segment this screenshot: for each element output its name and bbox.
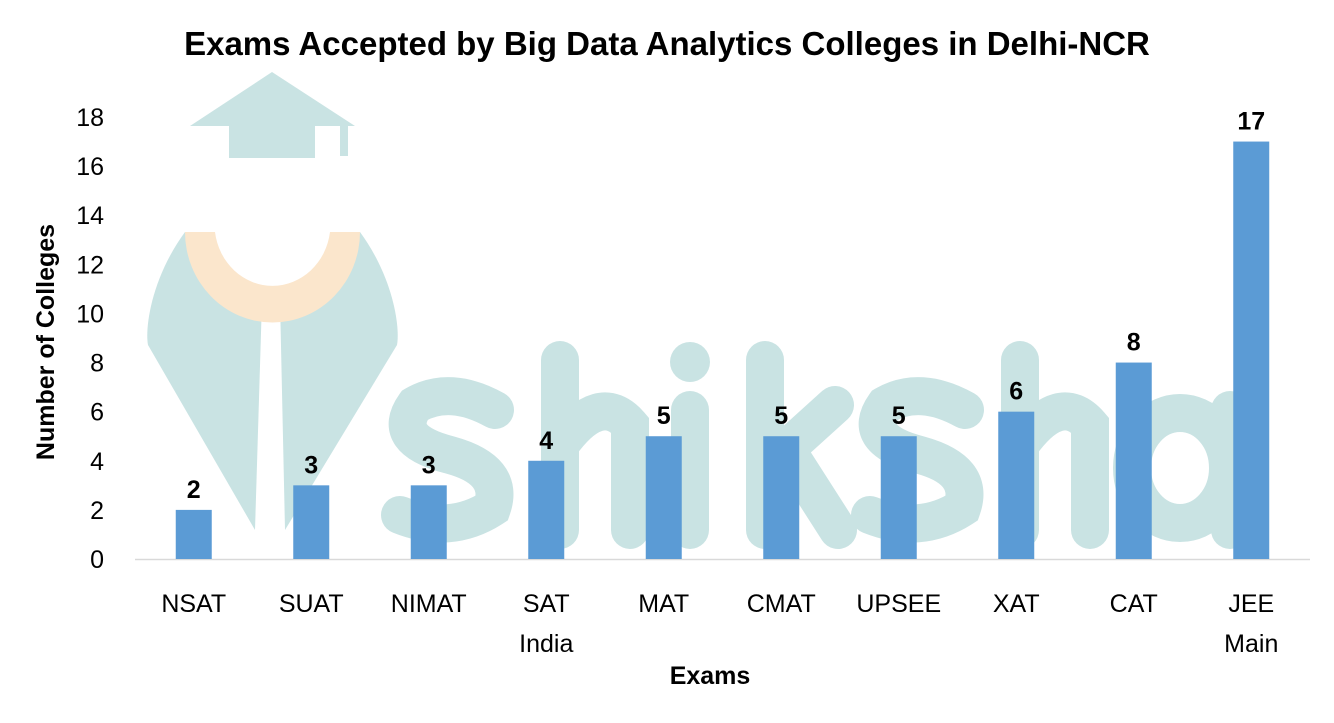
x-axis-ticks: NSAT SUAT NIMAT SAT India MAT CMAT UPSEE XAT CAT J…	[161, 590, 1278, 658]
y-tick-label: 18	[76, 104, 104, 132]
y-tick-label: 2	[90, 497, 104, 525]
watermark-cap	[190, 72, 355, 126]
x-tick-label: SAT India	[519, 590, 573, 658]
x-tick-label: NIMAT	[391, 590, 467, 618]
data-label: 5	[892, 402, 906, 430]
data-label: 3	[304, 451, 318, 479]
data-label: 5	[657, 402, 671, 430]
data-label: 17	[1237, 108, 1265, 136]
chart-title: Exams Accepted by Big Data Analytics Col…	[184, 25, 1150, 62]
data-label: 4	[539, 427, 553, 455]
x-tick-label: NSAT	[161, 590, 226, 618]
y-tick-label: 10	[76, 300, 104, 328]
y-tick-label: 6	[90, 399, 104, 427]
watermark-lettering	[381, 341, 1249, 549]
bar	[1233, 141, 1270, 560]
x-tick-label: SUAT	[279, 590, 344, 618]
bar	[763, 436, 800, 559]
y-axis-label: Number of Colleges	[32, 224, 60, 460]
y-tick-label: 8	[90, 350, 104, 378]
watermark-ring	[185, 232, 360, 323]
bar	[175, 509, 212, 559]
bars: 2 3 3 4 5 5 5 6 8 17	[175, 108, 1270, 560]
x-tick-label: CAT	[1110, 590, 1158, 618]
data-label: 5	[774, 402, 788, 430]
x-axis-label: Exams	[670, 662, 751, 690]
x-tick-label: JEE Main	[1224, 590, 1278, 658]
x-tick-label: XAT	[993, 590, 1040, 618]
bar	[645, 436, 682, 559]
watermark-cap-base	[229, 126, 315, 158]
x-tick-label: MAT	[638, 590, 689, 618]
bar	[293, 485, 330, 559]
y-axis-ticks: 0 2 4 6 8 10 12 14 16 18	[76, 104, 104, 574]
x-tick-label: CMAT	[747, 590, 816, 618]
y-tick-label: 12	[76, 251, 104, 279]
bar	[880, 436, 917, 559]
y-tick-label: 4	[90, 448, 104, 476]
bar	[1115, 362, 1152, 559]
y-tick-label: 14	[76, 202, 104, 230]
y-tick-label: 0	[90, 546, 104, 574]
bar	[528, 460, 565, 559]
bar	[998, 411, 1035, 559]
data-label: 3	[422, 451, 436, 479]
data-label: 6	[1009, 378, 1023, 406]
data-label: 2	[187, 476, 201, 504]
bar	[410, 485, 447, 559]
data-label: 8	[1127, 329, 1141, 357]
watermark-tassel	[340, 126, 348, 156]
y-tick-label: 16	[76, 153, 104, 181]
x-tick-label: UPSEE	[856, 590, 941, 618]
